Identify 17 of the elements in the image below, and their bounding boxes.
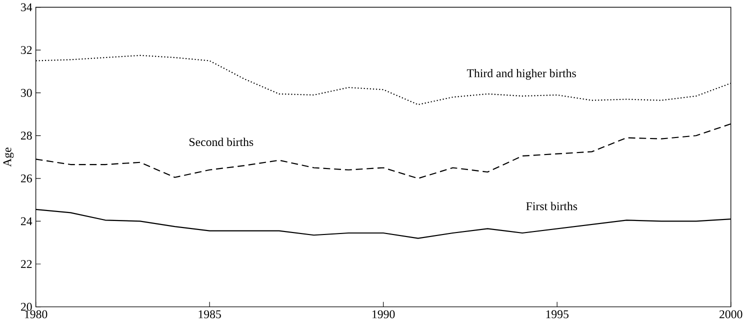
y-tick-label: 20 [20,303,32,311]
y-tick-label: 30 [21,89,32,98]
x-tick-label: 1990 [372,310,395,318]
y-tick-label: 24 [20,217,32,226]
x-tick-label: 1995 [546,310,568,318]
y-tick-label: 22 [20,260,32,268]
x-tick-label: 1980 [24,310,48,318]
series-label: First births [526,202,578,210]
series-label: Third and higher births [466,69,576,80]
y-tick-label: 32 [21,46,32,54]
x-tick-label: 1985 [198,310,221,318]
y-tick-label: 28 [20,132,32,140]
y-tick-label: 26 [20,174,32,183]
y-axis-title: Age [3,148,14,167]
x-tick-label: 2000 [720,310,742,318]
series-label: Second births [190,138,254,146]
y-tick-label: 34 [21,3,32,12]
